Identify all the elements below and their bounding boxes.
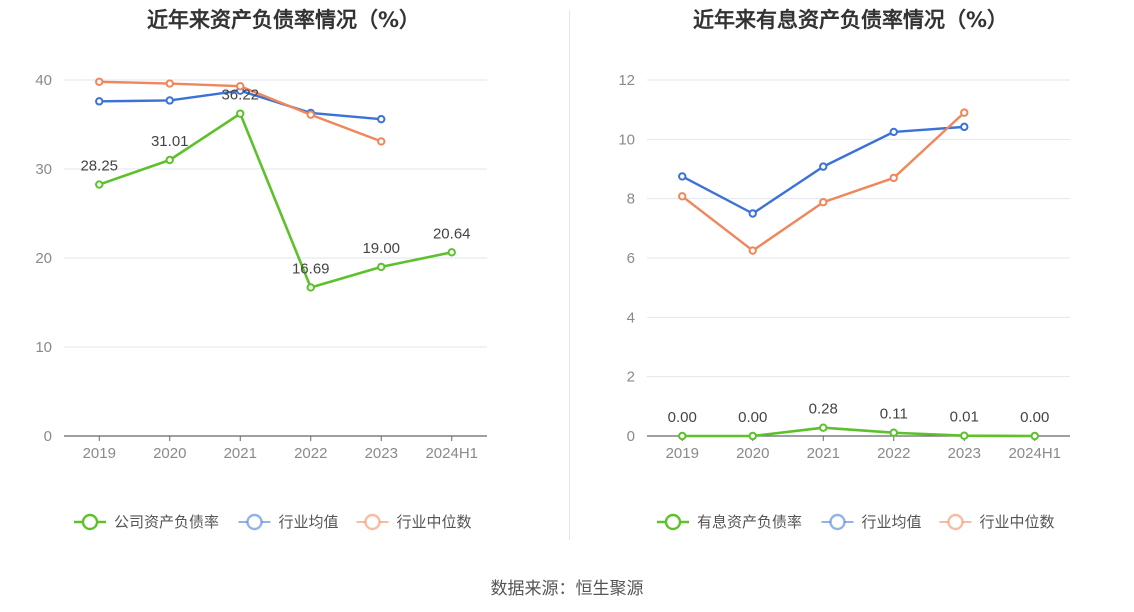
y-tick-label: 20 <box>35 250 52 267</box>
data-label: 28.25 <box>80 158 118 175</box>
data-label: 19.00 <box>362 240 400 257</box>
legend-marker <box>364 513 381 531</box>
data-label: 16.69 <box>292 260 330 277</box>
left-chart-panel: 近年来资产负债率情况（%） 0 10 20 30 40 2019 2020 2021 2022 2… <box>0 0 567 560</box>
data-label: 36.22 <box>221 87 259 104</box>
x-tick-label: 2020 <box>736 445 769 462</box>
data-point-industry-median <box>236 82 245 91</box>
right-chart-panel: 近年来有息资产负债率情况（%） 0 2 4 6 8 10 12 2019 2020 2021 202… <box>567 0 1134 560</box>
legend-label: 行业中位数 <box>980 513 1055 531</box>
data-point-company <box>165 155 174 165</box>
data-label: 0.00 <box>738 409 767 426</box>
data-label: 0.11 <box>880 406 908 423</box>
data-point-industry-median <box>306 110 315 119</box>
legend-label: 行业中位数 <box>397 513 472 531</box>
series-line-company <box>682 426 1035 438</box>
x-tick-label: 2019 <box>666 445 699 462</box>
series-line-company <box>98 112 453 289</box>
data-point-company <box>748 431 757 441</box>
data-point-company <box>377 262 386 272</box>
legend-marker <box>664 513 682 531</box>
y-tick-label: 4 <box>627 309 635 326</box>
y-tick-label: 40 <box>35 72 52 89</box>
data-point-industry-median <box>165 79 174 88</box>
legend-item[interactable]: 行业中位数 <box>939 513 1055 531</box>
data-point-industry-mean <box>95 97 104 106</box>
x-tick-label: 2024H1 <box>425 445 478 462</box>
data-label: 20.64 <box>433 225 471 242</box>
y-tick-label: 30 <box>35 161 52 178</box>
y-tick-label: 2 <box>627 369 635 386</box>
y-tick-label: 0 <box>44 428 52 445</box>
data-point-industry-median <box>377 137 386 146</box>
y-tick-label: 12 <box>618 72 635 89</box>
data-point-industry-median <box>678 192 687 201</box>
panel-divider <box>569 10 570 540</box>
chart-title: 近年来资产负债率情况（%） <box>146 8 421 32</box>
data-point-company <box>1030 431 1039 441</box>
y-tick-label: 6 <box>627 250 635 267</box>
data-label: 0.01 <box>950 409 979 426</box>
data-point-company <box>678 431 687 441</box>
legend-label: 公司资产负债率 <box>114 513 219 531</box>
legend-marker <box>246 513 263 531</box>
x-tick-label: 2023 <box>948 445 981 462</box>
legend-marker <box>947 513 964 531</box>
x-tick-label: 2024H1 <box>1008 445 1061 462</box>
data-point-company <box>889 428 898 437</box>
data-point-industry-mean <box>165 96 174 105</box>
data-point-industry-mean <box>748 209 757 218</box>
series-line-industry-median <box>681 111 966 252</box>
y-tick-label: 0 <box>627 428 635 445</box>
data-point-industry-mean <box>377 114 386 124</box>
data-point-company <box>447 248 456 257</box>
legend-marker <box>81 513 99 531</box>
data-source-note: 数据来源：恒生聚源 <box>490 579 644 599</box>
x-tick-label: 2019 <box>83 445 116 462</box>
x-tick-label: 2021 <box>807 445 840 462</box>
x-tick-label: 2020 <box>153 445 186 462</box>
interest-bearing-debt-ratio-chart: 0 2 4 6 8 10 12 2019 2020 2021 2022 2023 2024H1 0.00 0… <box>618 72 1070 531</box>
legend-label: 行业均值 <box>862 513 922 531</box>
x-tick-label: 2023 <box>365 445 398 462</box>
data-point-company <box>236 109 245 118</box>
data-label: 0.00 <box>1020 409 1049 426</box>
y-tick-label: 8 <box>627 191 635 208</box>
legend-item[interactable]: 行业均值 <box>821 513 922 531</box>
x-tick-label: 2021 <box>224 445 257 462</box>
chart-title: 近年来有息资产负债率情况（%） <box>692 8 1009 32</box>
data-point-industry-median <box>889 173 898 183</box>
x-tick-label: 2022 <box>877 445 910 462</box>
legend-item[interactable]: 行业均值 <box>238 513 339 531</box>
data-point-industry-mean <box>819 162 828 171</box>
debt-ratio-chart: 0 10 20 30 40 2019 2020 2021 2022 2023 2024H1 28.25… <box>35 72 487 531</box>
data-label: 0.28 <box>809 401 838 418</box>
y-tick-label: 10 <box>618 131 635 148</box>
data-label: 31.01 <box>151 133 189 150</box>
data-point-industry-median <box>748 246 757 255</box>
data-point-industry-mean <box>960 122 969 132</box>
legend-label: 行业均值 <box>279 513 339 531</box>
legend-item[interactable]: 有息资产负债率 <box>657 513 802 531</box>
legend-label: 有息资产负债率 <box>697 513 802 531</box>
y-tick-label: 10 <box>35 339 52 356</box>
legend-item[interactable]: 公司资产负债率 <box>74 513 219 531</box>
data-point-industry-mean <box>678 172 687 181</box>
data-point-company <box>95 180 104 189</box>
x-tick-label: 2022 <box>294 445 327 462</box>
data-point-company <box>819 423 828 432</box>
legend-item[interactable]: 行业中位数 <box>356 513 472 531</box>
data-label: 0.00 <box>668 409 697 426</box>
data-point-industry-median <box>819 198 828 207</box>
data-point-company <box>306 283 315 292</box>
data-point-industry-mean <box>889 127 898 137</box>
data-point-company <box>960 431 969 440</box>
data-point-industry-median <box>95 77 104 86</box>
legend-marker <box>829 513 846 531</box>
data-point-industry-median <box>960 108 969 117</box>
